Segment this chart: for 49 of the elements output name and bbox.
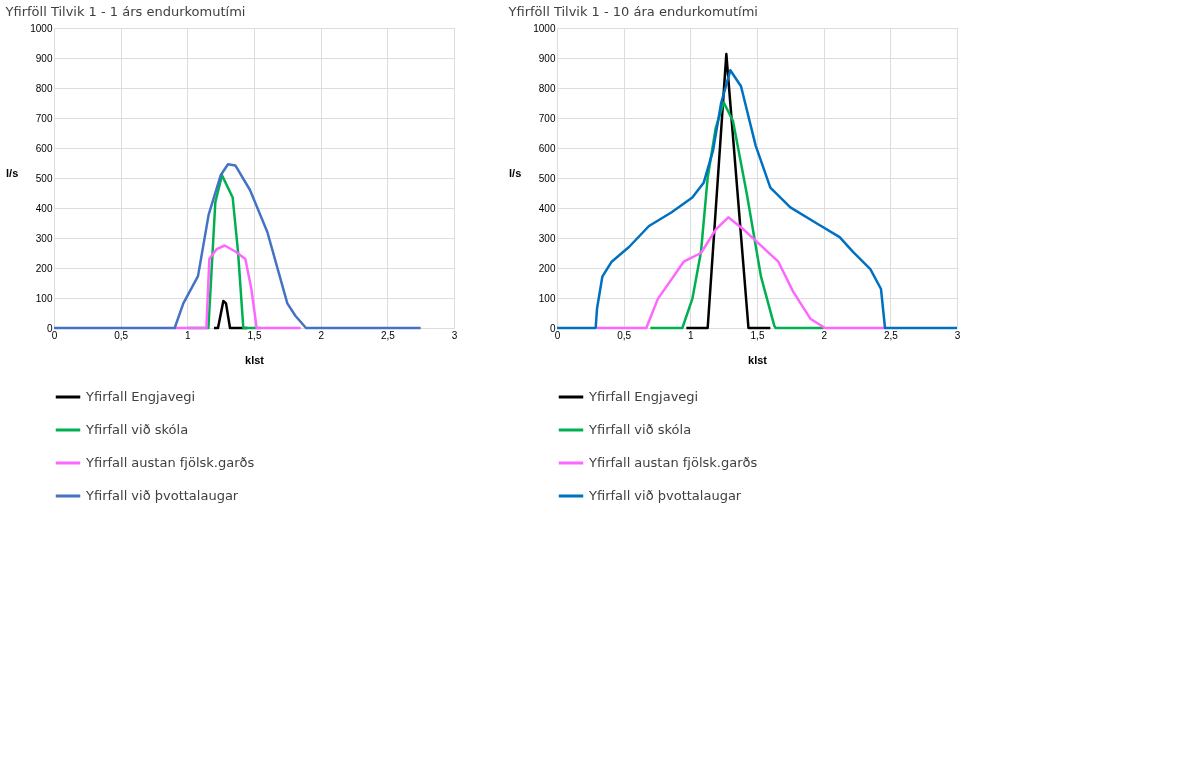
x-tick-label: 2 [821, 329, 828, 341]
y-tick-label: 400 [538, 202, 556, 214]
y-tick-label: 100 [538, 292, 556, 304]
y-tick-label: 400 [35, 202, 53, 214]
y-tick-label: 100 [35, 292, 53, 304]
y-tick-label: 1000 [533, 22, 556, 34]
x-tick-label: 1,5 [247, 329, 262, 341]
y-tick-label: 200 [35, 262, 53, 274]
y-tick-label: 900 [35, 52, 53, 64]
legend-label: Yfirfall austan fjölsk.garðs [85, 455, 255, 470]
legend-label: Yfirfall við skóla [588, 422, 692, 437]
y-tick-label: 700 [35, 112, 53, 124]
line-series [555, 69, 959, 330]
legend-label: Yfirfall Engjavegi [85, 389, 196, 404]
legend-label: Yfirfall við þvottalaugar [588, 488, 742, 503]
y-tick-label: 600 [35, 142, 53, 154]
y-tick-label: 800 [35, 82, 53, 94]
line-series [52, 162, 422, 330]
y-tick-label: 1000 [30, 22, 53, 34]
y-tick-label: 600 [538, 142, 556, 154]
y-tick-label: 200 [538, 262, 556, 274]
x-axis-title: klst [245, 353, 265, 366]
x-axis-title: klst [748, 353, 768, 366]
x-tick-label: 2 [318, 329, 325, 341]
x-tick-label: 0,5 [114, 329, 129, 341]
y-tick-label: 700 [538, 112, 556, 124]
chart-title: Yfirföll Tilvik 1 - 1 árs endurkomutími [4, 4, 246, 19]
x-tick-label: 1 [185, 329, 192, 341]
x-tick-label: 2,5 [883, 329, 899, 341]
x-tick-label: 2,5 [380, 329, 396, 341]
x-tick-label: 3 [954, 329, 961, 341]
y-tick-label: 800 [538, 82, 556, 94]
y-axis-title: l/s [6, 166, 19, 179]
y-axis-title: l/s [509, 166, 522, 179]
legend-label: Yfirfall við skóla [85, 422, 189, 437]
y-tick-label: 500 [35, 172, 53, 184]
chart-title: Yfirföll Tilvik 1 - 10 ára endurkomutími [507, 4, 758, 19]
y-tick-label: 300 [538, 232, 556, 244]
x-tick-label: 1 [688, 329, 695, 341]
line-series [595, 216, 887, 330]
y-tick-label: 300 [35, 232, 53, 244]
x-tick-label: 1,5 [750, 329, 765, 341]
x-tick-label: 0,5 [617, 329, 632, 341]
legend-label: Yfirfall við þvottalaugar [85, 488, 239, 503]
legend-label: Yfirfall austan fjölsk.garðs [588, 455, 758, 470]
legend-label: Yfirfall Engjavegi [588, 389, 699, 404]
x-tick-label: 3 [451, 329, 458, 341]
y-tick-label: 900 [538, 52, 556, 64]
y-tick-label: 500 [538, 172, 556, 184]
